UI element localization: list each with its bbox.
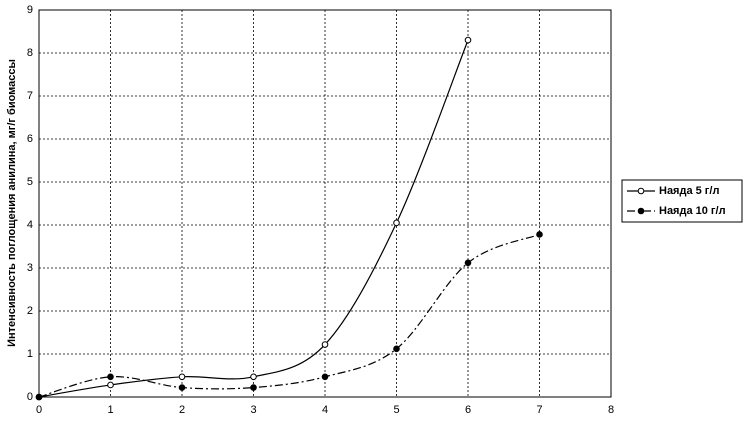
x-tick-label: 5	[393, 404, 399, 416]
marker	[393, 219, 400, 227]
marker	[321, 373, 329, 381]
marker	[393, 345, 400, 353]
marker	[250, 373, 257, 381]
y-tick-label: 5	[27, 176, 33, 188]
plot-area	[38, 9, 612, 398]
y-tick-label: 9	[27, 4, 33, 16]
legend-box	[621, 179, 743, 223]
y-tick-label: 8	[27, 47, 33, 59]
legend-marker	[637, 187, 645, 195]
marker	[178, 384, 186, 391]
x-tick-label: 3	[250, 404, 256, 416]
y-tick-label: 6	[27, 133, 33, 145]
x-tick-label: 8	[608, 404, 614, 416]
series-line	[38, 39, 469, 398]
legend-label: Наяда 10 г/л	[659, 205, 726, 217]
y-tick-label: 2	[27, 305, 33, 317]
marker	[107, 381, 114, 389]
y-tick-label: 7	[27, 90, 33, 102]
marker	[250, 384, 257, 391]
y-tick-label: 4	[27, 219, 33, 231]
x-tick-label: 4	[322, 404, 328, 416]
x-tick-label: 7	[536, 404, 542, 416]
marker	[321, 341, 329, 348]
marker	[107, 373, 114, 381]
marker	[178, 373, 186, 381]
x-tick-label: 2	[179, 404, 185, 416]
x-tick-label: 0	[36, 404, 42, 416]
legend-marker	[637, 207, 645, 215]
marker	[35, 393, 43, 401]
marker	[536, 231, 543, 238]
series-line	[38, 233, 540, 398]
marker	[464, 259, 472, 267]
legend-label: Наяда 5 г/л	[659, 185, 719, 197]
marker	[464, 36, 472, 44]
x-tick-label: 1	[107, 404, 113, 416]
y-axis-label: Интенсивность поглощения анилина, мг/г б…	[6, 59, 18, 347]
y-tick-label: 0	[27, 391, 33, 403]
x-tick-label: 6	[465, 404, 471, 416]
y-tick-label: 1	[27, 348, 33, 360]
y-tick-label: 3	[27, 262, 33, 274]
